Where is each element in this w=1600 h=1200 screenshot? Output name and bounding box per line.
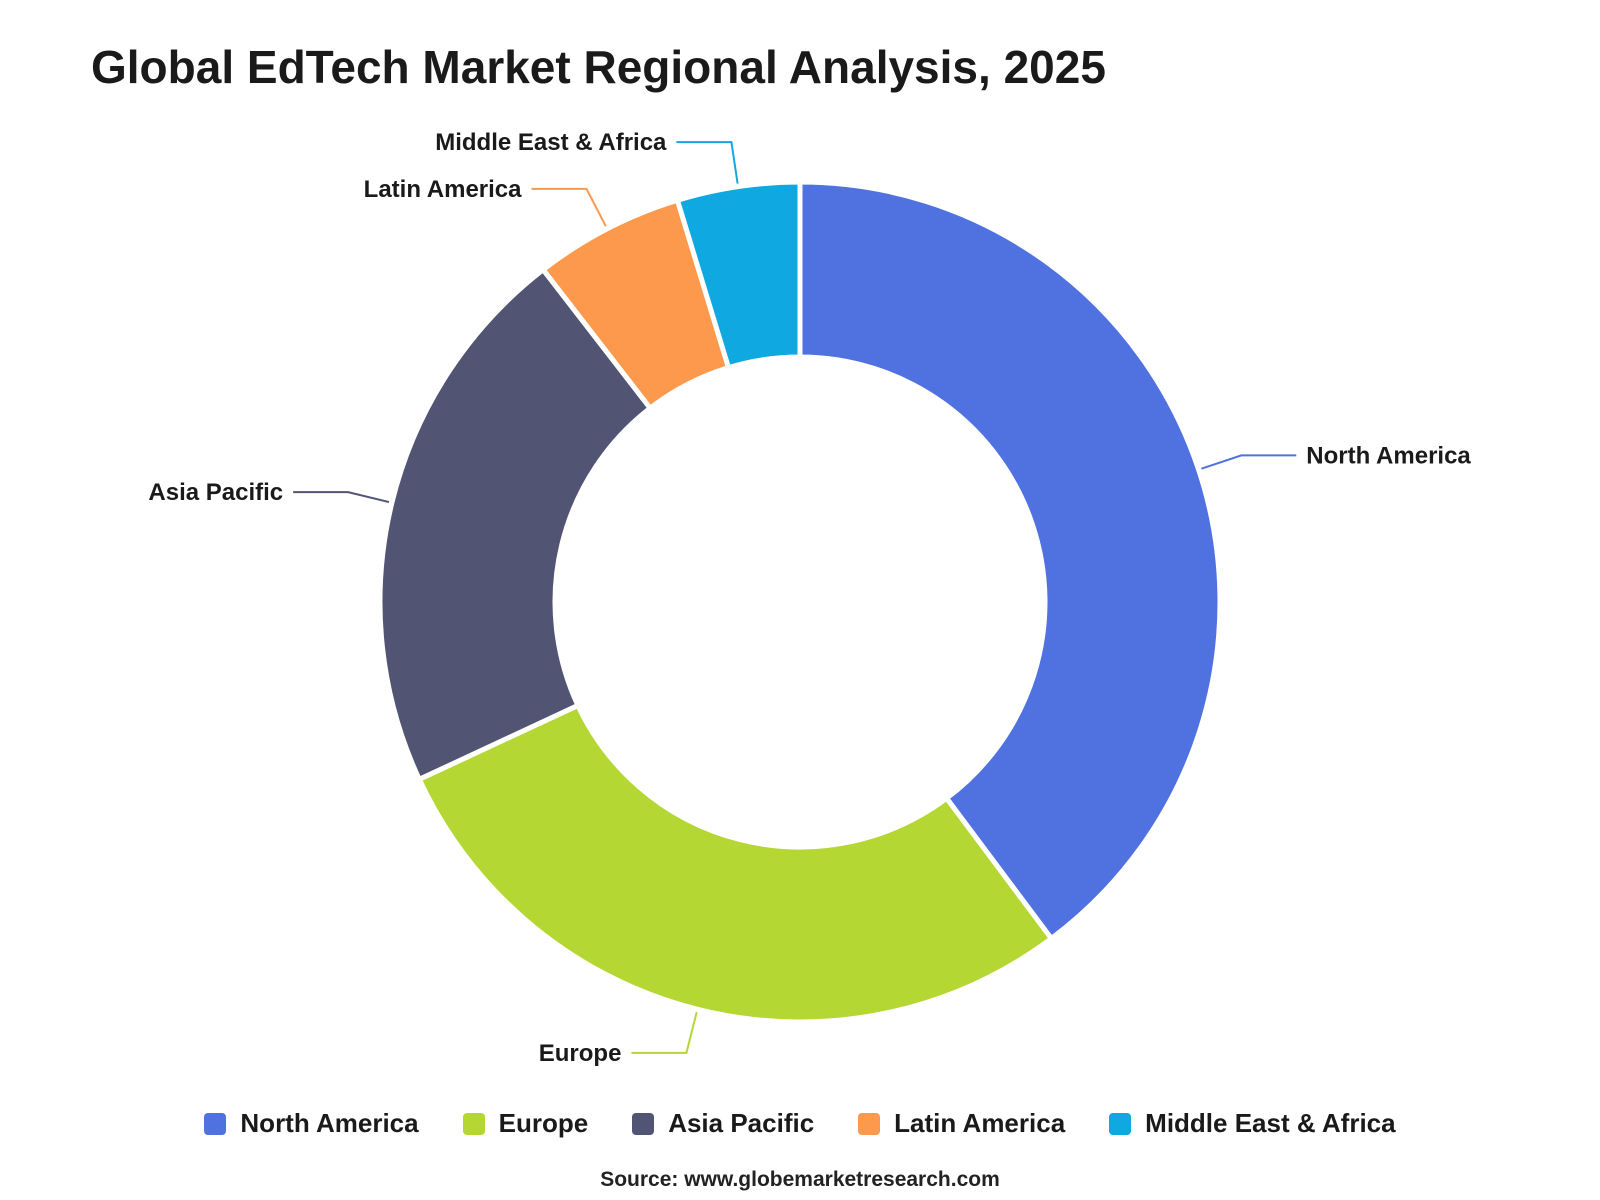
slice-label-north-america: North America bbox=[1306, 442, 1471, 469]
slice-label-europe: Europe bbox=[539, 1040, 622, 1067]
slice-north-america[interactable] bbox=[797, 179, 1223, 942]
slice-label-asia-pacific: Asia Pacific bbox=[148, 479, 283, 506]
slice-europe[interactable] bbox=[416, 702, 1054, 1025]
donut-slices bbox=[377, 179, 1223, 1025]
slice-middle-east-africa[interactable] bbox=[674, 179, 803, 371]
legend-swatch bbox=[1109, 1112, 1132, 1135]
legend-item-europe[interactable]: Europe bbox=[462, 1108, 589, 1139]
legend-swatch bbox=[632, 1112, 655, 1135]
leader-line-north-america bbox=[1201, 454, 1297, 470]
leader-line-middle-east-africa bbox=[676, 141, 739, 184]
leader-lines bbox=[293, 141, 1297, 1054]
legend: North America Europe Asia Pacific Latin … bbox=[0, 1108, 1600, 1139]
leader-line-latin-america bbox=[531, 187, 607, 227]
slice-label-middle-east-africa: Middle East & Africa bbox=[435, 129, 667, 156]
legend-item-north-america[interactable]: North America bbox=[204, 1108, 419, 1139]
source-note: Source: www.globemarketresearch.com bbox=[600, 1168, 1000, 1191]
legend-item-latin-america[interactable]: Latin America bbox=[858, 1108, 1065, 1139]
legend-swatch bbox=[858, 1112, 881, 1135]
legend-item-middle-east-africa[interactable]: Middle East & Africa bbox=[1109, 1108, 1396, 1139]
slice-labels: North America Europe Asia Pacific Latin Ame… bbox=[148, 129, 1471, 1067]
chart-title: Global EdTech Market Regional Analysis, … bbox=[91, 41, 1106, 93]
legend-swatch bbox=[204, 1112, 227, 1135]
legend-label: Latin America bbox=[894, 1108, 1066, 1138]
legend-label: Europe bbox=[498, 1108, 589, 1138]
legend-item-asia-pacific[interactable]: Asia Pacific bbox=[632, 1108, 814, 1139]
leader-line-asia-pacific bbox=[293, 491, 390, 504]
legend-label: North America bbox=[240, 1108, 419, 1138]
slice-label-latin-america: Latin America bbox=[364, 176, 522, 203]
legend-swatch bbox=[462, 1112, 485, 1135]
legend-label: Asia Pacific bbox=[668, 1108, 815, 1138]
leader-line-europe bbox=[631, 1011, 698, 1054]
legend-label: Middle East & Africa bbox=[1145, 1108, 1396, 1138]
slice-asia-pacific[interactable] bbox=[377, 267, 653, 782]
